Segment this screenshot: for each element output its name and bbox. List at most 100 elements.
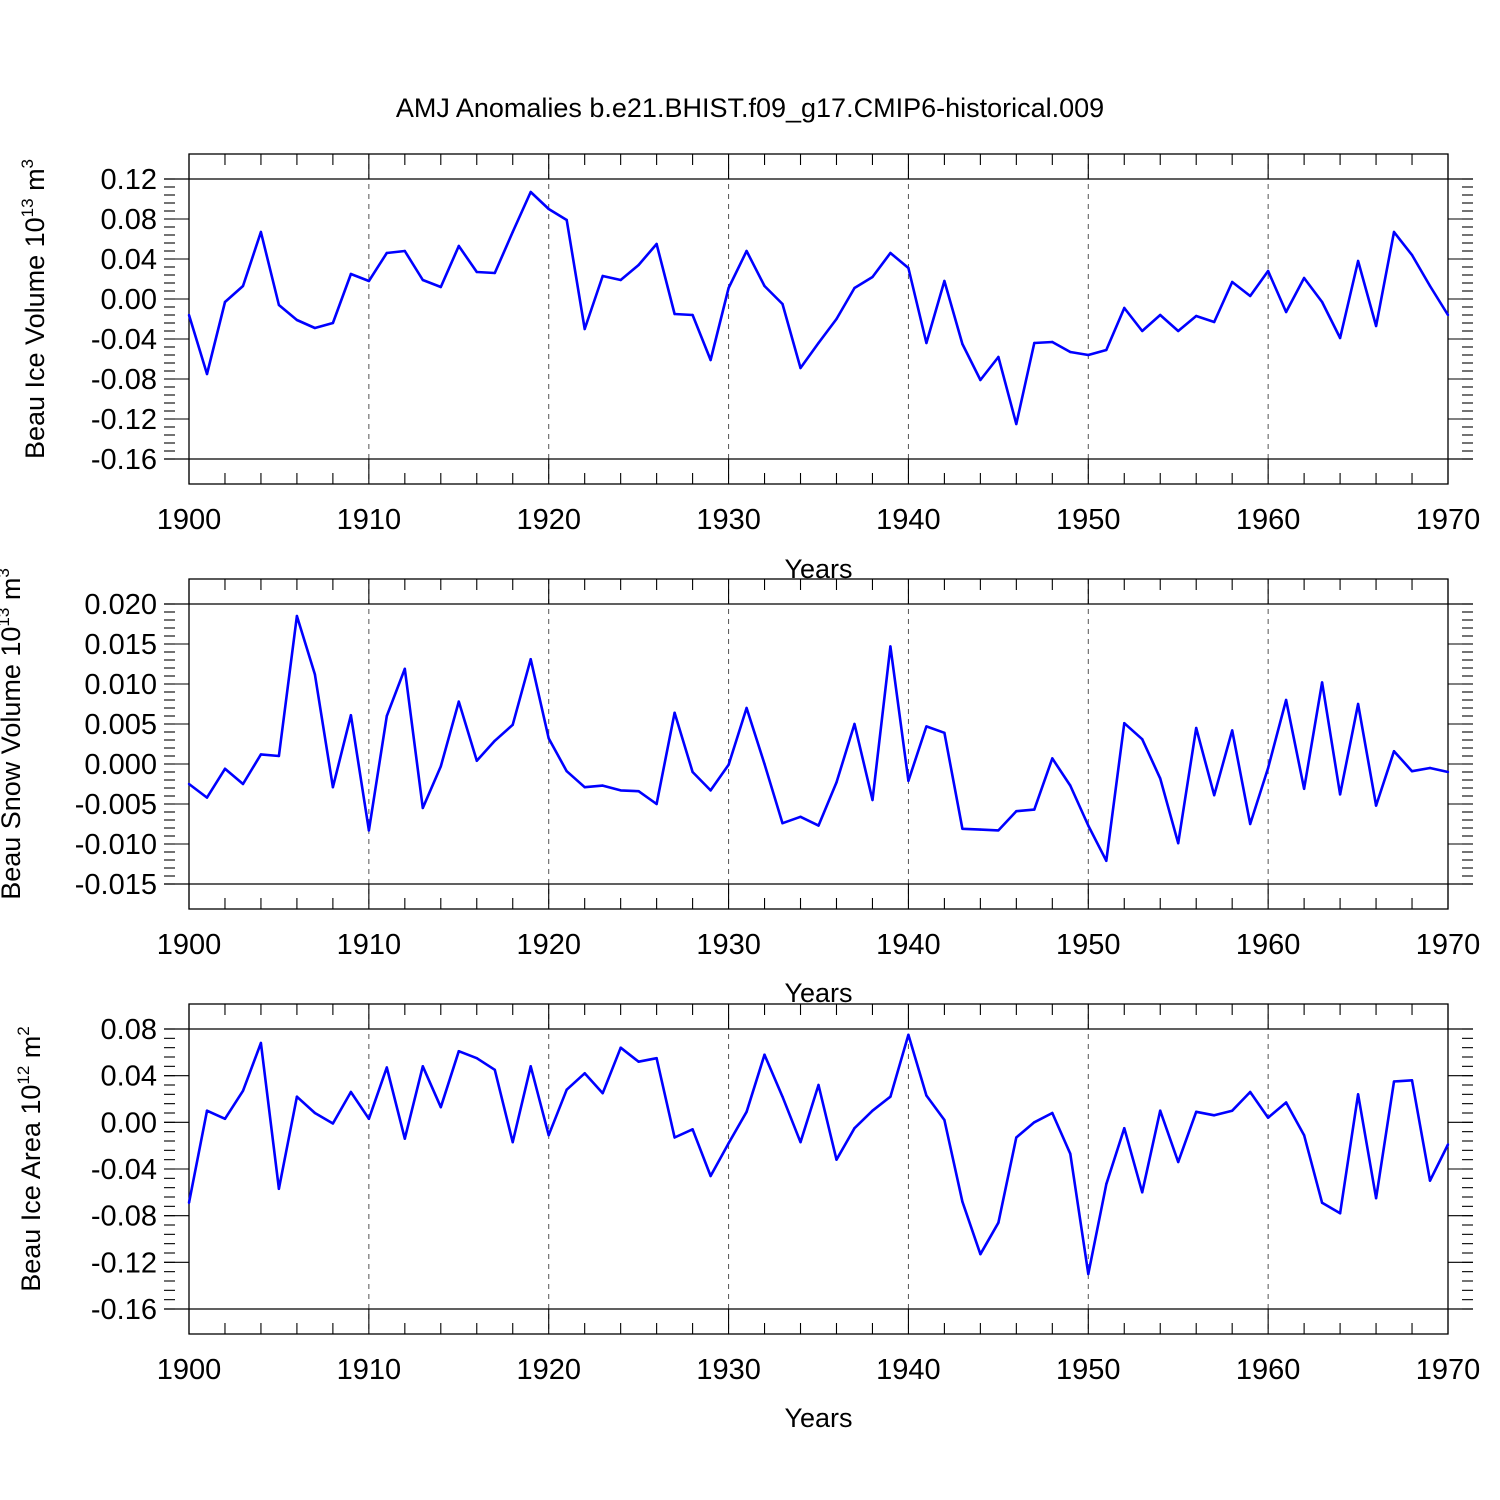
data-point (961, 827, 964, 830)
data-point (1159, 777, 1162, 780)
data-point (331, 786, 335, 789)
data-point (997, 1221, 1000, 1224)
data-point (799, 1140, 802, 1144)
data-point (529, 1065, 532, 1068)
data-point (1410, 1079, 1414, 1082)
data-point (1159, 1109, 1162, 1112)
y-tick-label: 0.00 (101, 284, 157, 316)
data-point (1356, 259, 1360, 263)
data-point (187, 313, 191, 317)
data-point (511, 230, 514, 234)
data-point (1248, 1090, 1252, 1094)
data-point (1033, 341, 1036, 345)
data-point (205, 796, 209, 799)
panel-ice-area: -0.16 -0.12 -0.08 -0.04 0.00 0.04 0.08 1900 1910… (14, 1003, 1480, 1433)
data-point (1051, 1111, 1054, 1115)
x-tick-label: 1900 (157, 1354, 222, 1386)
data-point (835, 317, 838, 321)
data-point (439, 285, 442, 289)
data-point (1266, 766, 1270, 770)
data-point (1087, 353, 1090, 357)
data-point (295, 1095, 299, 1098)
data-point (1266, 1116, 1270, 1119)
data-point (691, 770, 694, 774)
x-tick-label: 1930 (696, 929, 761, 961)
x-tick-label: 1910 (337, 1354, 402, 1386)
y-axis-label-unit: m (20, 168, 50, 198)
data-point (1212, 320, 1216, 324)
data-point (1195, 726, 1198, 730)
data-point (925, 1094, 928, 1097)
data-point (1230, 1109, 1234, 1112)
data-point (1105, 859, 1108, 862)
data-point (1338, 793, 1342, 796)
data-point (637, 1060, 640, 1063)
data-point (1230, 729, 1234, 732)
x-tick-label: 1910 (337, 929, 402, 961)
x-tick-label: 1960 (1236, 1354, 1301, 1386)
data-point (367, 279, 371, 283)
y-axis-label: Beau Ice Area 1012 m2 (14, 1026, 46, 1292)
data-point (781, 1095, 784, 1098)
x-tick-label: 1970 (1416, 504, 1481, 536)
data-point (1212, 1114, 1216, 1117)
data-point (799, 815, 802, 818)
data-point (979, 378, 982, 382)
data-point (727, 1142, 730, 1145)
data-point (529, 190, 532, 194)
data-point (637, 790, 640, 793)
y-tick-label: 0.000 (84, 749, 157, 781)
x-tick-label: 1940 (876, 929, 941, 961)
data-point (367, 829, 371, 832)
data-point (511, 723, 514, 726)
data-point (1015, 1136, 1018, 1139)
data-point (925, 341, 928, 345)
data-point (601, 274, 604, 278)
data-point (421, 806, 425, 810)
data-point (1248, 294, 1252, 298)
x-tick-label: 1920 (516, 1354, 581, 1386)
panel-snow-volume: -0.015 -0.010 -0.005 0.000 0.005 0.010 0.015 0.… (0, 568, 1480, 1008)
data-point (817, 1083, 820, 1087)
y-axis-label-exponent: 13 (0, 608, 13, 627)
y-tick-label: 0.04 (101, 244, 157, 276)
data-point (889, 1095, 892, 1098)
y-axis-label-exponent: 13 (18, 198, 37, 217)
data-point (709, 1174, 712, 1178)
data-point (943, 1118, 946, 1122)
data-point (691, 1128, 694, 1131)
data-point (1374, 324, 1378, 328)
y-tick-label: 0.010 (84, 669, 157, 701)
y-tick-label: 0.08 (101, 204, 157, 236)
data-point (1356, 1093, 1360, 1096)
y-axis-label-exponent: 12 (14, 1066, 33, 1085)
data-point (475, 1056, 478, 1060)
y-axis-label: Beau Snow Volume 1013 m3 (0, 568, 26, 900)
x-tick-label: 1940 (876, 1354, 941, 1386)
data-point (673, 1136, 676, 1139)
data-point (853, 722, 856, 726)
y-tick-label: 0.04 (101, 1061, 157, 1093)
data-point (313, 673, 317, 676)
x-tick-label: 1950 (1056, 1354, 1121, 1386)
data-point (1320, 1201, 1324, 1205)
data-point (943, 279, 946, 283)
y-tick-label: -0.16 (91, 1294, 157, 1326)
data-point (1015, 422, 1018, 426)
x-axis-label: Years (784, 978, 852, 1008)
x-tick-label: 1960 (1236, 504, 1301, 536)
data-point (1051, 757, 1054, 760)
data-point (457, 700, 460, 703)
data-point (907, 779, 910, 782)
data-point (1320, 681, 1324, 684)
data-point (1302, 276, 1306, 280)
data-point (547, 737, 550, 740)
data-point (817, 824, 820, 827)
data-point (997, 355, 1000, 359)
data-point (1087, 824, 1090, 827)
chart-title: AMJ Anomalies b.e21.BHIST.f09_g17.CMIP6-… (396, 93, 1104, 123)
data-point (259, 1041, 263, 1045)
data-point (331, 321, 335, 325)
x-tick-label: 1910 (337, 504, 402, 536)
